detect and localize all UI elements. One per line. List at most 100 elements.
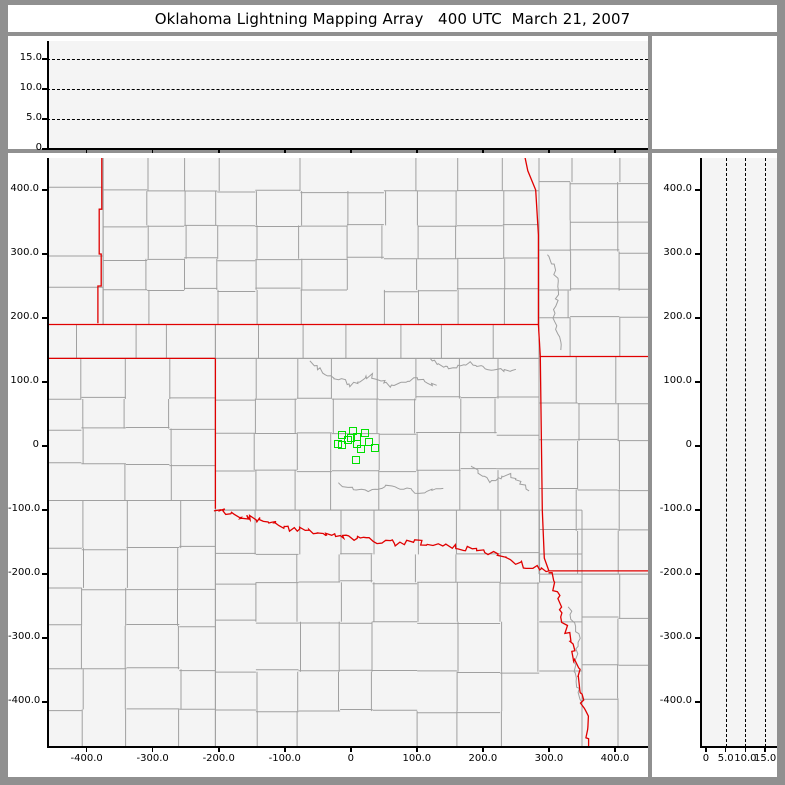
x-axis-line (47, 148, 648, 150)
y-tick-0 (42, 148, 48, 150)
y-tick-1 (695, 253, 701, 255)
lma-source-marker (338, 441, 347, 450)
y-axis-line (47, 158, 49, 747)
x-tick-0 (85, 747, 88, 752)
time-vs-altitude-plot-area[interactable] (47, 41, 648, 149)
y-tick-5 (695, 509, 701, 511)
x-tick-label-6: 200.0 (468, 753, 498, 764)
x-tick-3 (283, 149, 286, 154)
x-tick-label-8: 400.0 (600, 753, 630, 764)
y-tick-label-5: -100.0 (659, 503, 692, 515)
lma-source-marker (356, 444, 365, 453)
y-tick-7 (42, 637, 48, 639)
y-tick-label-6: -200.0 (659, 567, 692, 579)
lma-source-marker (337, 430, 346, 439)
y-axis-line (700, 158, 702, 747)
lma-source-marker (361, 429, 370, 438)
y-tick-label-3: 100.0 (663, 375, 692, 387)
y-tick-6 (695, 573, 701, 575)
altitude-vs-north-plot-area[interactable] (700, 158, 777, 747)
x-tick-label-2: 10.0 (734, 753, 757, 764)
y-tick-label-7: -300.0 (8, 631, 41, 643)
y-tick-4 (42, 445, 48, 447)
x-tick-label-3: -100.0 (268, 753, 301, 764)
y-tick-label-4: 0 (32, 439, 39, 451)
x-tick-label-3: 15.0 (754, 753, 777, 764)
y-tick-1 (42, 118, 48, 120)
x-axis-line (47, 746, 648, 748)
x-tick-3 (764, 747, 766, 752)
gridline-x-2 (765, 158, 767, 747)
y-tick-label-6: -200.0 (8, 567, 41, 579)
y-tick-7 (695, 637, 701, 639)
source-count-histogram-panel[interactable] (652, 36, 777, 149)
x-tick-label-0: 0 (702, 753, 710, 764)
y-tick-0 (42, 189, 48, 191)
y-tick-3 (695, 381, 701, 383)
y-tick-6 (42, 573, 48, 575)
x-tick-0 (85, 149, 88, 154)
y-tick-label-8: -400.0 (8, 695, 41, 707)
x-tick-label-2: -200.0 (202, 753, 235, 764)
map-plot-area[interactable] (47, 158, 648, 747)
gridline-x-1 (745, 158, 747, 747)
x-tick-6 (482, 149, 484, 154)
y-tick-label-1: 300.0 (10, 247, 39, 259)
y-tick-5 (42, 509, 48, 511)
altitude-vs-north-panel: 400.0 300.0 200.0 100.0 0 -100.0 -200.0 -300.0 -… (652, 153, 777, 777)
x-tick-4 (350, 149, 352, 154)
x-tick-6 (482, 747, 484, 752)
y-tick-label-8: -400.0 (659, 695, 692, 707)
x-tick-label-5: 100.0 (402, 753, 432, 764)
y-tick-3 (42, 381, 48, 383)
y-tick-label-0: 400.0 (663, 183, 692, 194)
x-tick-label-1: -300.0 (136, 753, 169, 764)
x-tick-2 (217, 149, 220, 154)
x-tick-label-7: 300.0 (534, 753, 564, 764)
y-tick-label-3: 15.0 (19, 52, 42, 63)
plan-view-map-panel: 400.0 300.0 200.0 100.0 0 -100.0 -200.0 -300.0 -… (8, 153, 648, 777)
x-tick-0 (705, 747, 707, 752)
y-tick-2 (42, 317, 48, 319)
y-tick-label-5: -100.0 (8, 503, 41, 515)
y-tick-8 (695, 701, 701, 703)
lma-source-marker (333, 439, 342, 448)
x-tick-label-0: -400.0 (70, 753, 103, 764)
x-tick-5 (416, 149, 418, 154)
page-title: Oklahoma Lightning Mapping Array 400 UTC… (154, 9, 631, 28)
gridline-y-1 (47, 89, 648, 90)
y-tick-label-2: 200.0 (663, 311, 692, 323)
y-axis-line (47, 41, 49, 149)
x-tick-8 (614, 747, 616, 752)
y-tick-8 (42, 701, 48, 703)
x-tick-1 (151, 149, 154, 154)
x-tick-4 (350, 747, 352, 752)
lma-source-marker (352, 456, 361, 465)
y-tick-label-2: 10.0 (19, 82, 42, 93)
y-tick-3 (42, 58, 48, 60)
x-tick-1 (151, 747, 154, 752)
y-tick-2 (695, 317, 701, 319)
y-tick-1 (42, 253, 48, 255)
gridline-x-0 (725, 158, 727, 747)
x-tick-3 (283, 747, 286, 752)
lma-source-marker (364, 437, 373, 446)
y-tick-label-1: 5.0 (26, 112, 42, 123)
y-tick-label-4: 0 (685, 439, 692, 451)
y-tick-label-0: 0 (35, 142, 42, 153)
x-tick-2 (744, 747, 747, 752)
y-tick-0 (695, 189, 701, 191)
x-tick-2 (217, 747, 220, 752)
map-geography (47, 158, 648, 747)
y-tick-label-1: 300.0 (663, 247, 692, 259)
y-tick-2 (42, 88, 48, 90)
x-tick-7 (548, 747, 550, 752)
x-tick-7 (548, 149, 550, 154)
x-tick-label-4: 0 (347, 753, 354, 764)
time-vs-altitude-panel: 05.010.015.0-400.0-300.0-200.0-100.00100… (8, 36, 648, 166)
lma-source-marker (370, 444, 379, 453)
x-tick-label-1: 5.0 (717, 753, 734, 764)
title-bar: Oklahoma Lightning Mapping Array 400 UTC… (8, 5, 777, 32)
y-tick-label-2: 200.0 (10, 311, 39, 323)
y-tick-label-7: -300.0 (659, 631, 692, 643)
